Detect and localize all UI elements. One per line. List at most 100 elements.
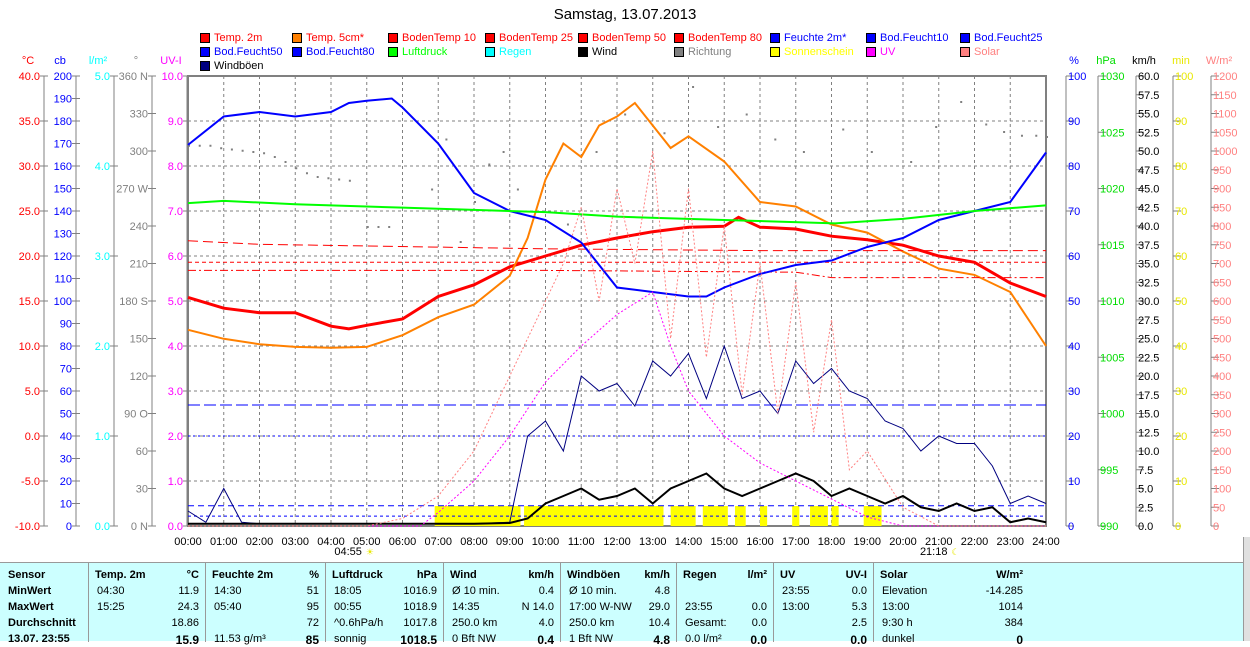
axis-unit-cb: cb	[54, 55, 66, 67]
axis-tick-label-solar: 850	[1213, 202, 1231, 214]
direction-point	[566, 223, 569, 226]
legend-swatch	[866, 33, 876, 43]
axis-tick-label-sun: 60	[1175, 251, 1187, 263]
direction-point	[745, 113, 748, 116]
cell-value: 0.4	[538, 585, 554, 597]
legend-swatch	[388, 47, 398, 57]
series-uv	[188, 291, 1046, 527]
axis-tick-label-cb: 150	[54, 184, 72, 196]
cell-value: 2.5	[851, 617, 867, 629]
direction-point	[1003, 131, 1006, 133]
axis-tick-label-cb: 140	[54, 206, 72, 218]
cell-value: 11.9	[178, 585, 199, 597]
axis-tick-label-temp: 40.0	[19, 71, 40, 83]
direction-point	[348, 179, 351, 182]
legend-swatch	[578, 33, 588, 43]
axis-tick-label-dir: 90 O	[124, 409, 148, 421]
cell-label: 250.0 km	[569, 617, 615, 629]
axis-tick-label-uv: 7.0	[168, 206, 183, 218]
cell-label: Elevation	[882, 585, 928, 597]
axis-tick-label-dir: 270 W	[116, 184, 148, 196]
sunshine-bar	[670, 506, 696, 526]
cell-value: 1017.8	[403, 617, 437, 629]
x-tick-label: 08:00	[460, 536, 488, 548]
column-header: Regen	[683, 569, 717, 581]
axis-tick-label-wind: 37.5	[1138, 240, 1159, 252]
axis-tick-label-sun: 50	[1175, 296, 1187, 308]
legend-swatch	[292, 33, 302, 43]
direction-point	[1035, 134, 1038, 137]
axis-tick-label-uv: 9.0	[168, 116, 183, 128]
cell-value: 0.0	[750, 633, 767, 647]
scrollbar[interactable]	[1243, 537, 1250, 641]
row-label: MinWert	[8, 585, 52, 597]
column-unit: UV-I	[845, 569, 867, 581]
legend-label: BodenTemp 25	[499, 32, 573, 44]
legend-item: Temp. 5cm*	[292, 31, 364, 45]
cell-label: Ø 10 min.	[569, 585, 617, 597]
axis-tick-label-cb: 120	[54, 251, 72, 263]
stats-table: Sensor MinWert MaxWert Durchschnitt 13.07. 2…	[0, 562, 1243, 647]
cell-value: 10.4	[648, 617, 670, 629]
cell-value: 1018.9	[403, 601, 437, 613]
axis-tick-label-rain: 0.0	[95, 521, 110, 533]
direction-point	[198, 144, 201, 147]
legend-label: Sonnenschein	[784, 46, 854, 58]
x-tick-label: 10:00	[532, 536, 560, 548]
axis-tick-label-dir: 330	[130, 109, 148, 121]
series-feuchte-2m-	[187, 97, 1047, 298]
axis-tick-label-wind: 52.5	[1138, 127, 1159, 139]
legend-label: Feuchte 2m*	[784, 32, 847, 44]
axis-tick-label-hum: 60	[1068, 251, 1080, 263]
direction-point	[241, 149, 244, 152]
axis-tick-label-rain: 3.0	[95, 251, 110, 263]
axis-tick-label-wind: 12.5	[1138, 427, 1159, 439]
cell-value: 72	[306, 617, 319, 629]
legend-item: Feuchte 2m*	[770, 31, 846, 45]
cell-label: 05:40	[214, 601, 242, 613]
direction-point	[316, 176, 319, 178]
direction-point	[842, 128, 845, 131]
axis-unit-rain: l/m²	[89, 55, 108, 67]
legend-item: Bod.Feucht80	[292, 45, 375, 59]
cell-label: ^0.6hPa/h	[334, 617, 384, 629]
column-unit: W/m²	[996, 569, 1023, 581]
axis-tick-label-cb: 180	[54, 116, 72, 128]
series-wind	[188, 472, 1047, 525]
axis-tick-label-solar: 750	[1213, 240, 1231, 252]
axis-tick-label-uv: 8.0	[168, 161, 183, 173]
row-label: 13.07. 23:55	[8, 633, 70, 645]
sunshine-bar	[702, 506, 728, 526]
direction-point	[305, 172, 308, 175]
direction-point	[273, 156, 276, 158]
axis-tick-label-dir: 60	[136, 446, 148, 458]
weather-chart: 00:00 01:00 02:00 03:00 04:00 05:00 06:00 07:00…	[15, 55, 1238, 558]
axis-tick-label-sun: 20	[1175, 431, 1187, 443]
direction-point	[230, 148, 233, 151]
axis-tick-label-press: 1020	[1100, 184, 1124, 196]
axis-tick-label-temp: 20.0	[19, 251, 40, 263]
cell-value: 0.0	[851, 585, 867, 597]
legend-swatch	[578, 47, 588, 57]
axis-tick-label-wind: 0.0	[1138, 521, 1153, 533]
cell-value: 4.8	[653, 633, 670, 647]
direction-point	[220, 147, 223, 150]
x-tick-label: 12:00	[603, 536, 631, 548]
legend-label: BodenTemp 80	[688, 32, 762, 44]
axis-tick-label-solar: 50	[1213, 502, 1225, 514]
legend-item: Wind	[578, 45, 617, 59]
chart-title: Samstag, 13.07.2013	[553, 6, 697, 23]
axis-tick-label-solar: 900	[1213, 184, 1231, 196]
axis-tick-label-solar: 150	[1213, 465, 1231, 477]
axis-tick-label-wind: 25.0	[1138, 334, 1159, 346]
direction-point	[284, 161, 287, 163]
axis-tick-label-sun: 10	[1175, 476, 1187, 488]
axis-tick-label-sun: 30	[1175, 386, 1187, 398]
cell-label: sonnig	[334, 633, 367, 645]
legend-swatch	[200, 61, 210, 71]
cell-label: 04:30	[97, 585, 125, 597]
x-tick-label: 17:00	[782, 536, 810, 548]
axis-tick-label-solar: 700	[1213, 259, 1231, 271]
series-luftdruck	[187, 199, 1047, 225]
axis-tick-label-wind: 35.0	[1138, 259, 1159, 271]
